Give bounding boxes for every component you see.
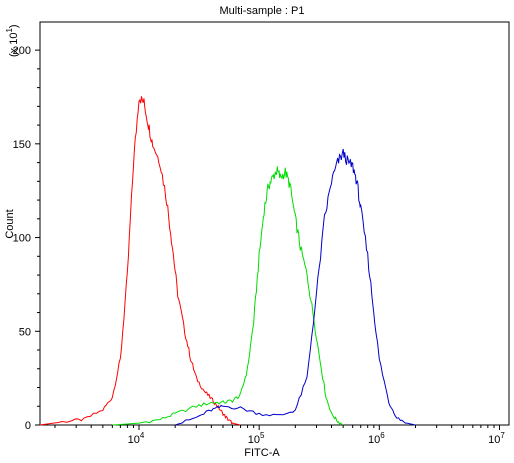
x-tick-label: 105: [248, 431, 265, 446]
y-tick-label: 0: [25, 420, 31, 432]
y-tick-label: 150: [13, 139, 31, 151]
y-axis-title: Count: [4, 209, 16, 238]
y-tick-label: 50: [19, 326, 31, 338]
y-multiplier-label: (x 10: [8, 33, 20, 57]
x-tick-label: 104: [128, 431, 145, 446]
y-axis-ticks: 0 50 100 150 200: [13, 45, 40, 432]
x-axis-ticks: 104 105 106 107: [54, 425, 505, 446]
series-line: [112, 166, 344, 426]
x-tick-label: 107: [488, 431, 505, 446]
y-axis-multiplier: (x 101): [5, 24, 20, 57]
series-line: [39, 96, 241, 426]
y-tick-label: 100: [13, 233, 31, 245]
series-layer: [39, 96, 416, 426]
y-tick-label: 200: [13, 45, 31, 57]
y-multiplier-exponent: 1: [5, 28, 14, 33]
series-line: [175, 148, 416, 426]
x-axis-title: FITC-A: [244, 447, 280, 459]
plot-frame: [39, 21, 510, 426]
x-tick-label: 106: [368, 431, 385, 446]
chart-title: Multi-sample : P1: [220, 5, 305, 17]
